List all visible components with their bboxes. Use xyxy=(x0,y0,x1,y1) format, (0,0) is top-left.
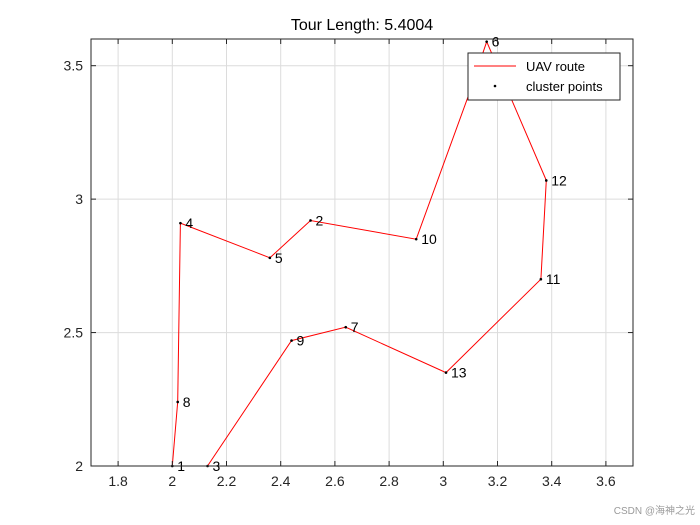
legend-label-points: cluster points xyxy=(526,79,603,94)
cluster-point-label: 11 xyxy=(546,271,561,287)
x-tick-label: 2 xyxy=(168,473,176,489)
x-tick-label: 2.6 xyxy=(325,473,345,489)
axes-box xyxy=(90,38,634,467)
x-tick-label: 3.6 xyxy=(596,473,616,489)
legend-box xyxy=(467,52,621,101)
x-tick-label: 2.2 xyxy=(217,473,237,489)
x-tick-label: 3 xyxy=(439,473,447,489)
ticks xyxy=(91,39,633,467)
cluster-point xyxy=(290,339,293,342)
cluster-point-label: 2 xyxy=(316,212,324,228)
y-tick-label: 3.5 xyxy=(64,58,84,74)
x-tick-label: 3.4 xyxy=(542,473,562,489)
cluster-point xyxy=(344,325,348,329)
cluster-point-label: 4 xyxy=(185,215,193,231)
y-tick-labels: 2 2.5 3 3.5 xyxy=(64,58,84,474)
y-tick-label: 3 xyxy=(75,191,83,207)
x-tick-label: 1.8 xyxy=(108,473,128,489)
cluster-point-label: 5 xyxy=(275,250,283,266)
cluster-point-label: 9 xyxy=(297,333,305,349)
cluster-point xyxy=(539,277,543,281)
cluster-point xyxy=(485,40,488,43)
x-tick-label: 2.8 xyxy=(379,473,399,489)
cluster-point xyxy=(176,400,180,404)
legend-label-route: UAV route xyxy=(526,59,585,74)
cluster-point-label: 13 xyxy=(451,365,467,381)
cluster-point xyxy=(179,221,182,225)
cluster-point xyxy=(268,256,272,260)
cluster-point-label: 7 xyxy=(351,319,359,335)
watermark: CSDN @海神之光 xyxy=(614,504,695,517)
x-tick-label: 3.2 xyxy=(488,473,508,489)
cluster-point xyxy=(444,371,448,374)
cluster-point xyxy=(544,179,548,182)
y-tick-label: 2 xyxy=(75,458,83,474)
y-tick-label: 2.5 xyxy=(64,325,84,341)
x-tick-label: 2.4 xyxy=(271,473,291,489)
legend-marker-sample xyxy=(493,84,497,88)
cluster-point xyxy=(309,219,312,222)
cluster-point-label: 8 xyxy=(183,394,191,410)
cluster-point-label: 6 xyxy=(492,34,500,50)
chart-title: Tour Length: 5.4004 xyxy=(291,17,433,34)
cluster-point-label: 10 xyxy=(421,231,437,247)
x-tick-labels: 1.8 2 2.2 2.4 2.6 2.8 3 3.2 3.4 3.6 xyxy=(108,473,615,489)
cluster-point-label: 12 xyxy=(551,172,567,188)
cluster-point xyxy=(414,237,418,241)
legend: UAV route cluster points xyxy=(467,52,621,101)
